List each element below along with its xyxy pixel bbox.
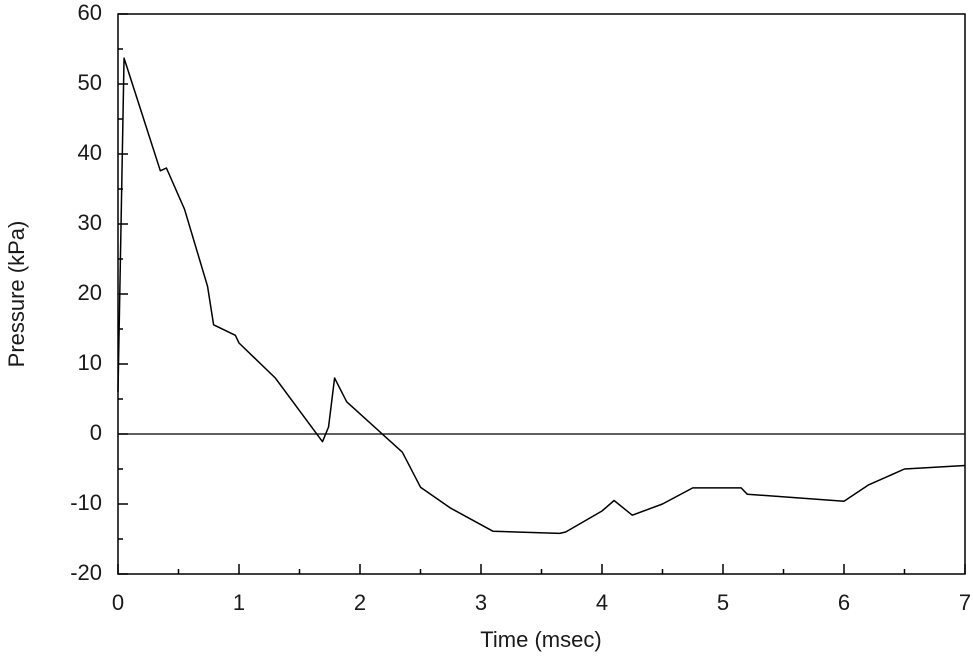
y-tick-label: 0 [90, 420, 102, 445]
x-tick-label: 3 [475, 590, 487, 615]
x-tick-label: 4 [596, 590, 608, 615]
y-tick-label: 40 [78, 140, 102, 165]
plot-frame [117, 13, 966, 575]
y-axis-label: Pressure (kPa) [4, 221, 29, 368]
y-tick-label: 30 [78, 210, 102, 235]
y-tick-label: 50 [78, 70, 102, 95]
y-tick-label: 10 [78, 350, 102, 375]
x-axis-label: Time (msec) [480, 627, 601, 652]
x-tick-label: 7 [959, 590, 971, 615]
x-tick-label: 6 [838, 590, 850, 615]
data-line [117, 57, 966, 535]
x-tick-label: 0 [112, 590, 124, 615]
y-tick-label: -20 [70, 560, 102, 585]
x-tick-label: 1 [233, 590, 245, 615]
y-tick-label: 20 [78, 280, 102, 305]
x-tick-label: 2 [354, 590, 366, 615]
y-tick-label: 60 [78, 0, 102, 25]
y-tick-label: -10 [70, 490, 102, 515]
x-tick-label: 5 [717, 590, 729, 615]
